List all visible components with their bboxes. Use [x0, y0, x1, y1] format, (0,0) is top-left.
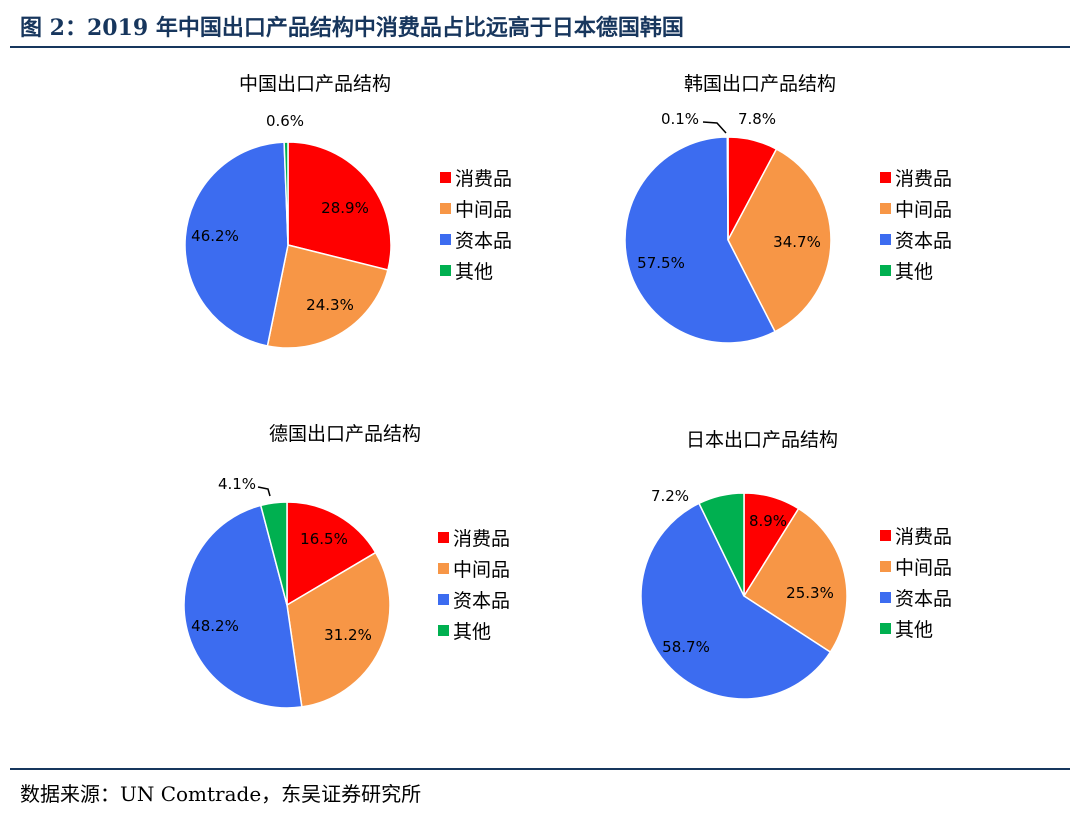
data-label: 4.1%	[218, 475, 256, 493]
pie-slice-资本品	[184, 141, 289, 347]
pie-slice-资本品	[624, 136, 777, 344]
legend-label: 消费品	[895, 526, 952, 548]
figure-header: 图 2：2019 年中国出口产品结构中消费品占比远高于日本德国韩国	[0, 0, 1080, 50]
data-label: 25.3%	[786, 584, 834, 602]
pie-slice-中间品	[742, 507, 848, 654]
legend-swatch	[440, 172, 451, 183]
legend-label: 中间品	[455, 199, 512, 221]
legend-swatch	[880, 203, 891, 214]
legend-label: 其他	[453, 621, 491, 643]
data-label: 57.5%	[637, 254, 685, 272]
legend-swatch	[438, 563, 449, 574]
data-label: 46.2%	[191, 227, 239, 245]
legend-label: 其他	[895, 261, 933, 283]
data-label: 58.7%	[662, 638, 710, 656]
data-label: 7.2%	[651, 487, 689, 505]
pie-slice-中间品	[286, 551, 391, 708]
legend-label: 中间品	[895, 199, 952, 221]
legend-swatch	[438, 532, 449, 543]
legend-label: 资本品	[455, 230, 512, 252]
legend-label: 中间品	[895, 557, 952, 579]
figure-title: 图 2：2019 年中国出口产品结构中消费品占比远高于日本德国韩国	[20, 15, 684, 41]
legend-swatch	[438, 625, 449, 636]
legend-swatch	[880, 234, 891, 245]
legend-swatch	[880, 592, 891, 603]
pie-slice-其他	[698, 492, 745, 597]
data-label: 28.9%	[321, 199, 369, 217]
legend-label: 消费品	[895, 168, 952, 190]
data-label: 48.2%	[191, 617, 239, 635]
leader-line	[702, 121, 727, 134]
chart-title: 德国出口产品结构	[269, 423, 421, 445]
pie-slice-中间品	[727, 148, 832, 333]
header-divider	[10, 46, 1070, 48]
footer-divider	[10, 768, 1070, 770]
legend-swatch	[880, 561, 891, 572]
data-label: 16.5%	[300, 530, 348, 548]
chart-title: 中国出口产品结构	[239, 73, 391, 95]
source-note: 数据来源：UN Comtrade，东吴证券研究所	[20, 782, 422, 806]
legend-swatch	[440, 234, 451, 245]
chart-title: 韩国出口产品结构	[684, 73, 836, 95]
legend-label: 资本品	[453, 590, 510, 612]
data-label: 24.3%	[306, 296, 354, 314]
pie-slice-其他	[283, 141, 289, 246]
data-label: 0.6%	[266, 112, 304, 130]
legend-swatch	[880, 530, 891, 541]
data-label: 7.8%	[738, 110, 776, 128]
pie-slice-其他	[726, 136, 729, 241]
pie-slice-其他	[259, 501, 288, 606]
legend-label: 消费品	[453, 528, 510, 550]
legend-label: 其他	[455, 261, 493, 283]
legend-label: 中间品	[453, 559, 510, 581]
pie-slice-消费品	[286, 501, 377, 607]
pie-slice-资本品	[640, 502, 832, 700]
legend-swatch	[880, 265, 891, 276]
legend-swatch	[438, 594, 449, 605]
pie-slice-资本品	[183, 504, 303, 709]
data-label: 0.1%	[661, 110, 699, 128]
legend-swatch	[880, 623, 891, 634]
pie-slice-消费品	[287, 141, 392, 271]
legend-label: 其他	[895, 619, 933, 641]
legend-label: 资本品	[895, 588, 952, 610]
legend-label: 资本品	[895, 230, 952, 252]
data-label: 8.9%	[749, 512, 787, 530]
data-label: 31.2%	[324, 626, 372, 644]
data-label: 34.7%	[773, 233, 821, 251]
legend-swatch	[440, 203, 451, 214]
chart-title: 日本出口产品结构	[686, 429, 838, 451]
legend-swatch	[440, 265, 451, 276]
pie-slice-中间品	[266, 244, 389, 349]
leader-line	[257, 486, 271, 497]
legend-swatch	[880, 172, 891, 183]
legend-label: 消费品	[455, 168, 512, 190]
